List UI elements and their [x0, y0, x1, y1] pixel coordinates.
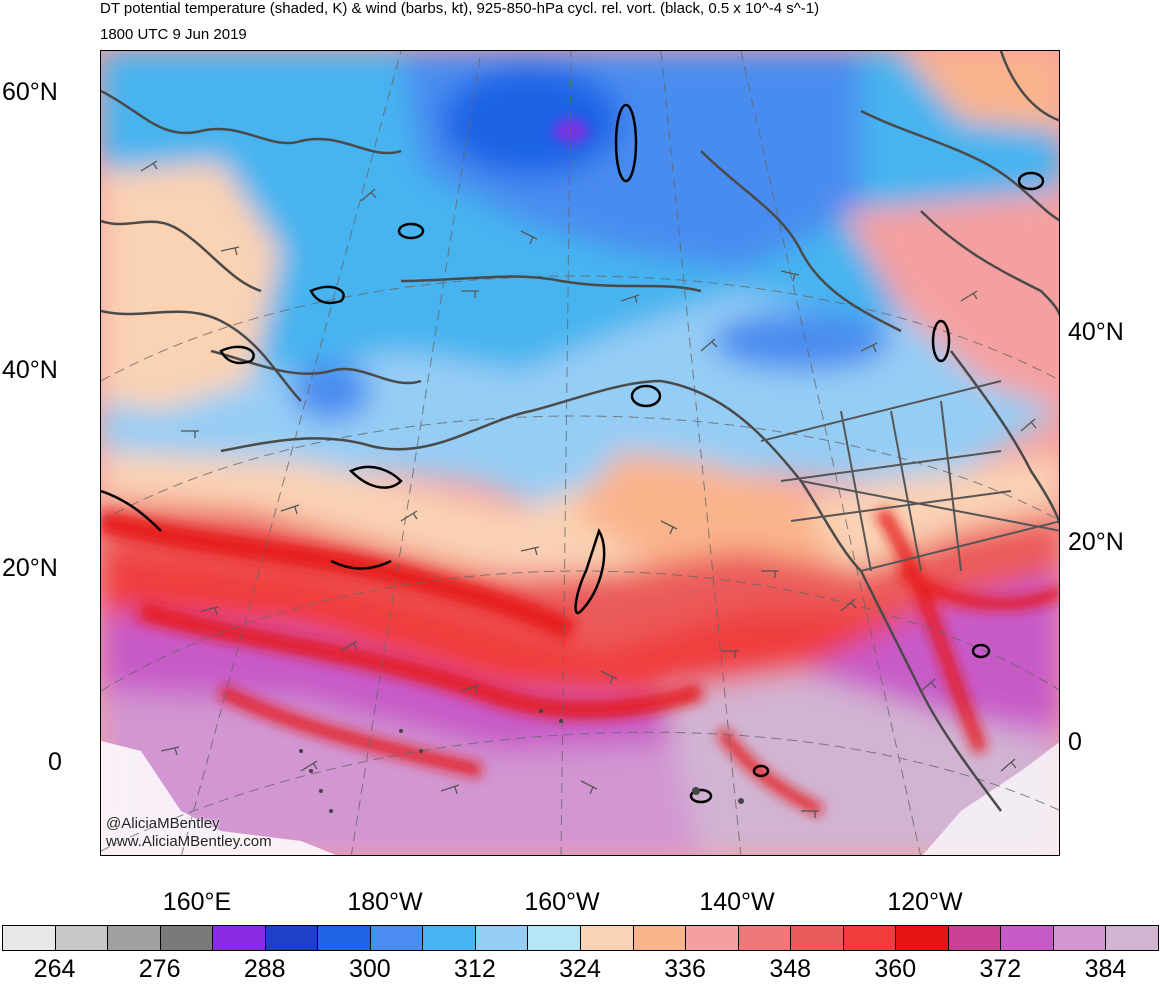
colorbar-tick-label: 288 — [243, 955, 286, 983]
map-title: DT potential temperature (shaded, K) & w… — [100, 0, 820, 17]
colorbar-tick-label: 276 — [138, 955, 181, 983]
colorbar-box — [2, 925, 56, 951]
lon-label-140w: 140°W — [699, 888, 775, 916]
colorbar-box — [422, 925, 476, 951]
colorbar-box — [895, 925, 949, 951]
colorbar-box — [1052, 925, 1107, 951]
colorbar-box — [1000, 925, 1054, 951]
colorbar-tick-label: 264 — [33, 955, 76, 983]
colorbar-box — [842, 925, 897, 951]
colorbar-box — [737, 925, 792, 951]
colorbar-tick-label: 348 — [769, 955, 812, 983]
colorbar-tick-label: 336 — [664, 955, 706, 983]
colorbar-box — [107, 925, 161, 951]
valid-time: 1800 UTC 9 Jun 2019 — [100, 26, 247, 43]
lat-label-left-0: 0 — [48, 748, 62, 776]
colorbar-tick-label: 360 — [874, 955, 917, 983]
colorbar-box — [264, 925, 319, 951]
colorbar-tick-label: 324 — [559, 955, 601, 983]
colorbar-box — [317, 925, 371, 951]
lon-label-180w: 180°W — [347, 888, 423, 916]
map-canvas — [101, 51, 1059, 855]
colorbar-box — [1105, 925, 1159, 951]
lon-label-120w: 120°W — [887, 888, 963, 916]
lon-label-160w: 160°W — [524, 888, 600, 916]
colorbar-tick-label: 372 — [979, 955, 1022, 983]
colorbar-box — [527, 925, 581, 951]
credit-website: www.AliciaMBentley.com — [106, 833, 272, 850]
colorbar — [2, 925, 1159, 953]
colorbar-box — [369, 925, 424, 951]
lon-label-160e: 160°E — [162, 888, 232, 916]
colorbar-box — [632, 925, 687, 951]
lat-label-left-60n: 60°N — [2, 78, 58, 106]
colorbar-box — [790, 925, 844, 951]
colorbar-box — [474, 925, 529, 951]
colorbar-box — [580, 925, 634, 951]
colorbar-box — [947, 925, 1002, 951]
colorbar-box — [54, 925, 109, 951]
map-panel — [100, 50, 1060, 856]
lat-label-right-20n: 20°N — [1068, 528, 1124, 556]
colorbar-tick-label: 312 — [454, 955, 496, 983]
colorbar-tick-label: 300 — [348, 955, 391, 983]
lat-label-left-40n: 40°N — [2, 356, 58, 384]
colorbar-box — [212, 925, 266, 951]
lat-label-left-20n: 20°N — [2, 554, 58, 582]
lat-label-right-40n: 40°N — [1068, 318, 1124, 346]
colorbar-box — [685, 925, 739, 951]
lat-label-right-0: 0 — [1068, 728, 1082, 756]
colorbar-tick-label: 384 — [1084, 955, 1127, 983]
colorbar-box — [159, 925, 214, 951]
credit-twitter: @AliciaMBentley — [106, 815, 220, 832]
